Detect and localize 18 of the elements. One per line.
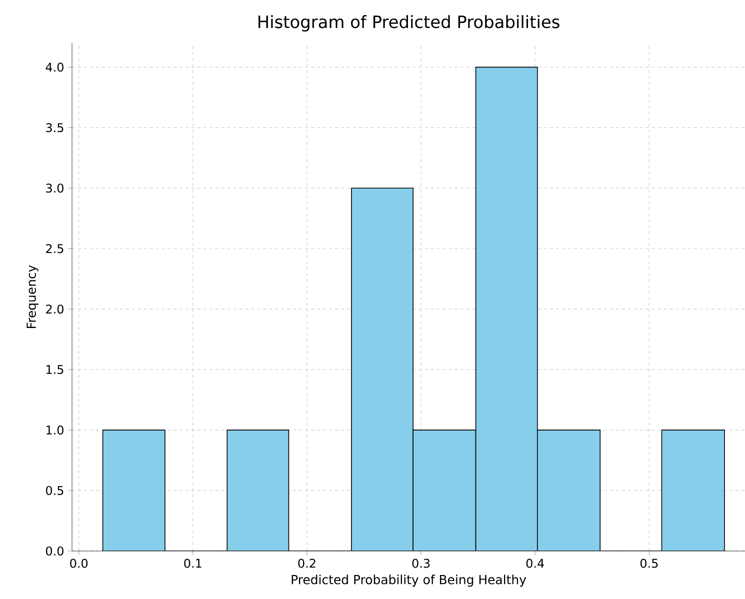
y-tick-label: 3.0 xyxy=(46,184,64,193)
x-tick-label: 0.2 xyxy=(298,558,316,568)
y-tick-label: 1.0 xyxy=(46,426,64,435)
y-tick-label: 4.0 xyxy=(46,62,64,72)
x-axis-title: Predicted Probability of Being Healthy xyxy=(292,574,526,587)
y-tick-label: 2.0 xyxy=(46,304,64,314)
chart-title: Histogram of Predicted Probabilities xyxy=(258,15,560,32)
y-tick-label: 3.5 xyxy=(46,123,64,132)
y-tick-label: 0.5 xyxy=(46,486,64,496)
x-tick-label: 0.5 xyxy=(640,558,658,568)
y-tick-label: 1.5 xyxy=(46,365,64,374)
x-tick-label: 0.0 xyxy=(70,558,88,568)
x-tick-label: 0.1 xyxy=(184,558,202,568)
y-tick-label: 2.5 xyxy=(46,244,64,254)
y-tick-label: 0.0 xyxy=(46,546,64,556)
y-axis-title: Frequency xyxy=(26,265,38,328)
x-tick-label: 0.3 xyxy=(412,558,430,568)
x-tick-label: 0.4 xyxy=(526,558,544,568)
